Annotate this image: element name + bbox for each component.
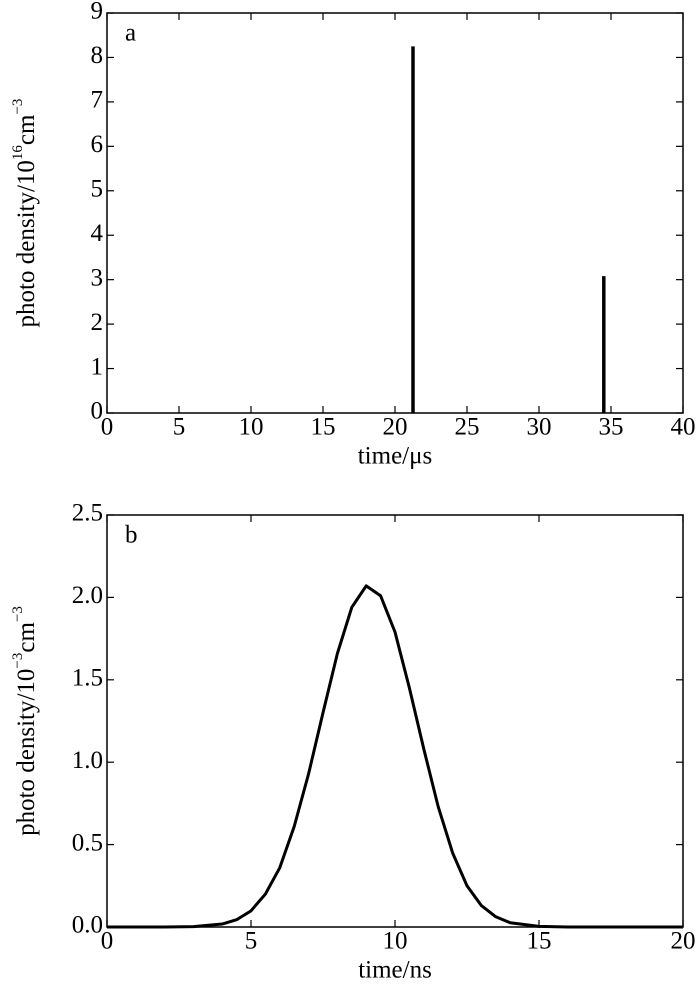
y-tick-label: 8 xyxy=(91,42,104,69)
x-tick-label: 5 xyxy=(245,928,258,955)
panel-label: a xyxy=(125,20,136,47)
y-tick-label: 6 xyxy=(91,131,104,158)
x-axis-label: time/ns xyxy=(358,957,432,984)
plot-frame xyxy=(106,514,684,928)
curve xyxy=(106,584,683,929)
y-tick-label: 0 xyxy=(91,398,104,425)
y-tick-label: 7 xyxy=(91,87,104,114)
y-tick-label: 2 xyxy=(91,309,104,336)
y-axis-label-part: cm xyxy=(13,621,40,652)
y-axis-label-superscript: 16 xyxy=(10,145,26,161)
x-tick-label: 20 xyxy=(671,928,696,955)
plot-frame xyxy=(106,12,684,414)
y-tick-label: 4 xyxy=(91,220,104,247)
y-tick-label: 1.0 xyxy=(72,747,103,774)
y-tick-label: 3 xyxy=(91,264,104,291)
x-tick-label: 40 xyxy=(671,414,696,441)
x-tick-label: 15 xyxy=(311,414,336,441)
panel-label: b xyxy=(125,522,138,549)
x-tick-label: 25 xyxy=(455,414,480,441)
y-tick-label: 9 xyxy=(91,0,104,25)
y-axis-label-superscript: −3 xyxy=(10,653,26,669)
y-tick-label: 2.0 xyxy=(72,582,103,609)
y-tick-label: 2.5 xyxy=(72,500,103,527)
x-tick-label: 10 xyxy=(383,928,408,955)
x-tick-label: 30 xyxy=(527,414,552,441)
y-axis-label-part: photo density/10 xyxy=(13,669,40,836)
y-axis-label-part: cm xyxy=(13,114,40,145)
y-axis-label-part: photo density/10 xyxy=(13,160,40,327)
x-tick-label: 0 xyxy=(101,928,114,955)
x-tick-label: 5 xyxy=(173,414,186,441)
y-tick-label: 0.5 xyxy=(72,829,103,856)
y-axis-label-superscript: −3 xyxy=(10,99,26,115)
x-tick-label: 15 xyxy=(527,928,552,955)
y-axis-label: photo density/10−3cm−3 xyxy=(10,606,39,836)
y-tick-label: 5 xyxy=(91,176,104,203)
x-tick-label: 0 xyxy=(101,414,114,441)
x-tick-label: 10 xyxy=(239,414,264,441)
y-axis-label-superscript: −3 xyxy=(10,606,26,622)
y-axis-label: photo density/1016cm−3 xyxy=(10,99,39,328)
x-tick-label: 35 xyxy=(599,414,624,441)
x-axis-label: time/μs xyxy=(358,443,433,470)
x-tick-label: 20 xyxy=(383,414,408,441)
y-tick-label: 0.0 xyxy=(72,912,103,939)
y-tick-label: 1 xyxy=(91,353,104,380)
y-tick-label: 1.5 xyxy=(72,665,103,692)
